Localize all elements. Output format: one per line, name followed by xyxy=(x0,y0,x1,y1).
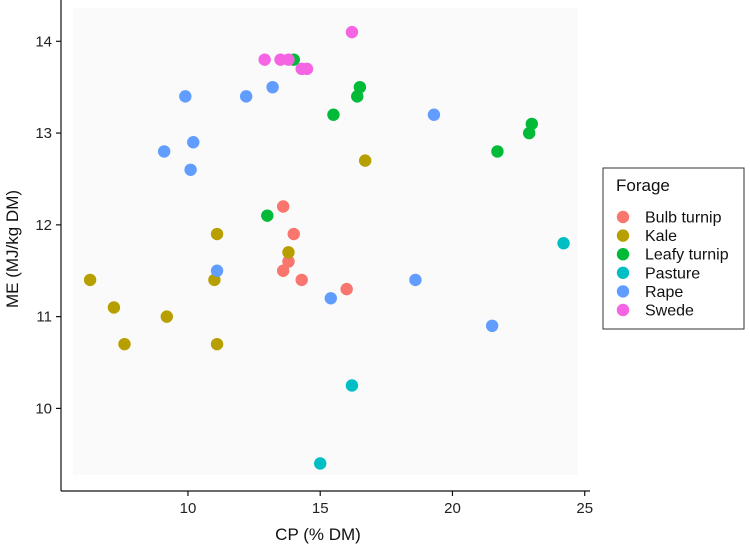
data-points xyxy=(83,25,570,470)
legend-label-leafy-turnip: Leafy turnip xyxy=(645,247,729,264)
y-tick-label: 12 xyxy=(35,217,52,234)
x-tick-label: 20 xyxy=(444,500,461,517)
point-kale xyxy=(282,246,295,259)
point-leafy-turnip xyxy=(327,108,340,121)
x-tick-label: 25 xyxy=(576,500,593,517)
point-kale xyxy=(107,301,121,314)
point-rape xyxy=(184,163,197,176)
point-kale xyxy=(358,154,372,167)
point-pasture xyxy=(557,237,570,250)
point-leafy-turnip xyxy=(525,117,539,131)
point-bulb-turnip xyxy=(295,273,308,287)
point-kale xyxy=(118,337,131,351)
legend-label-rape: Rape xyxy=(645,284,683,301)
point-bulb-turnip xyxy=(287,227,300,241)
legend-swatch-rape xyxy=(616,285,630,298)
point-bulb-turnip xyxy=(276,264,290,277)
x-tick-label: 15 xyxy=(312,500,329,517)
x-axis-ticks: 10 15 20 25 xyxy=(180,491,593,517)
point-bulb-turnip xyxy=(340,282,353,296)
y-axis-title: ME (MJ/kg DM) xyxy=(3,190,22,308)
point-pasture xyxy=(345,379,359,392)
point-kale xyxy=(160,310,173,323)
point-rape xyxy=(409,273,422,287)
legend-swatch-kale xyxy=(616,229,630,242)
legend-box xyxy=(602,167,745,330)
point-swede xyxy=(282,53,295,66)
point-leafy-turnip xyxy=(351,90,364,103)
point-bulb-turnip xyxy=(276,200,290,213)
point-rape xyxy=(157,145,171,158)
legend-label-pasture: Pasture xyxy=(645,265,700,282)
y-tick-label: 13 xyxy=(35,125,52,142)
point-pasture xyxy=(314,457,327,470)
point-kale xyxy=(210,337,224,351)
point-bulb-turnip xyxy=(282,255,295,268)
legend-swatch-bulb-turnip xyxy=(616,210,630,224)
legend-swatch-swede xyxy=(616,303,630,317)
legend-label-bulb-turnip: Bulb turnip xyxy=(645,210,722,227)
legend-swatch-pasture xyxy=(616,266,630,279)
y-tick-label: 10 xyxy=(35,400,52,417)
legend-swatch-leafy-turnip xyxy=(616,248,630,261)
point-swede xyxy=(345,25,359,39)
point-leafy-turnip xyxy=(261,209,274,222)
x-tick-label: 10 xyxy=(180,500,197,517)
point-kale xyxy=(210,227,224,241)
point-rape xyxy=(239,90,253,103)
point-leafy-turnip xyxy=(491,145,504,158)
point-rape xyxy=(179,90,192,103)
y-axis-ticks: 10 11 12 13 14 xyxy=(35,33,61,417)
point-rape xyxy=(210,264,224,277)
legend-title: Forage xyxy=(616,176,670,195)
y-tick-label: 11 xyxy=(36,309,52,326)
point-swede xyxy=(300,62,314,76)
x-axis-title: CP (% DM) xyxy=(275,525,361,544)
legend-label-swede: Swede xyxy=(645,303,694,320)
point-kale xyxy=(83,273,97,287)
point-rape xyxy=(266,80,279,94)
point-rape xyxy=(187,136,200,149)
point-rape xyxy=(485,319,499,333)
point-rape xyxy=(427,108,441,121)
point-rape xyxy=(324,292,337,305)
legend-label-kale: Kale xyxy=(645,228,677,245)
y-tick-label: 14 xyxy=(35,33,52,50)
point-swede xyxy=(258,53,271,66)
plot-panel xyxy=(73,8,578,475)
